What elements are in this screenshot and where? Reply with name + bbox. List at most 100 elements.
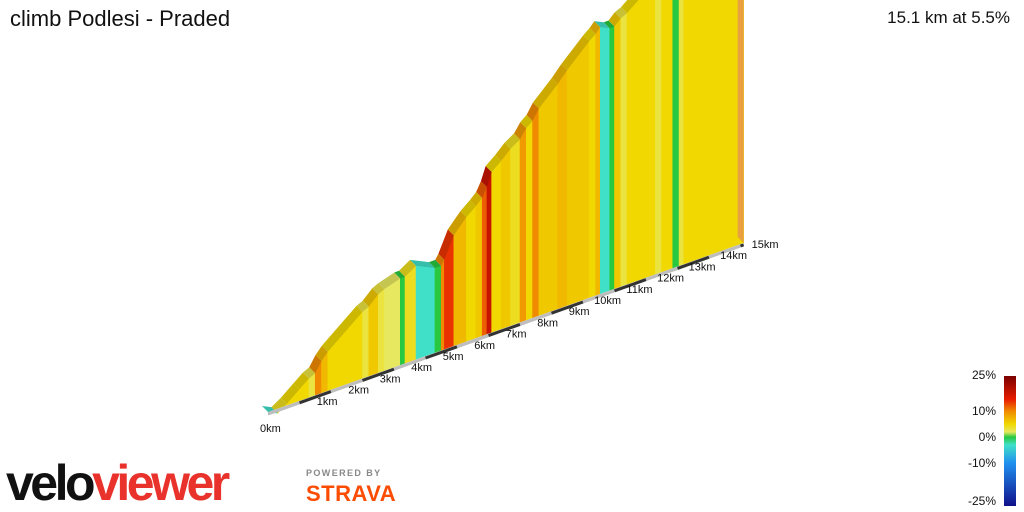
profile-segment [519, 127, 527, 323]
powered-by-strava[interactable]: POWERED BY STRAVA [306, 468, 426, 508]
profile-segment-top [394, 270, 406, 279]
profile-segment [620, 12, 628, 287]
profile-segment [486, 171, 492, 335]
profile-segment-top [485, 155, 502, 172]
axis-km-band [456, 334, 490, 349]
profile-segment-top [495, 142, 511, 162]
profile-segment-top [583, 28, 596, 42]
profile-segment-top [378, 272, 401, 290]
profile-segment [661, 0, 674, 273]
profile-segment [404, 265, 417, 364]
profile-segment-top [280, 383, 300, 404]
legend-tick: 0% [978, 430, 996, 444]
axis-km-band [550, 300, 584, 315]
x-tick-label: 10km [594, 295, 621, 307]
legend-tick: -10% [967, 456, 996, 470]
legend-tick: 25% [971, 368, 996, 382]
x-tick-label: 2km [348, 385, 369, 397]
axis-km-band [330, 378, 364, 394]
profile-segments [267, 0, 744, 414]
profile-segment [415, 265, 436, 360]
profile-segment-top [532, 77, 558, 109]
profile-segment [500, 147, 511, 330]
x-tick-label: 8km [537, 317, 558, 329]
x-tick-label: 4km [411, 362, 432, 374]
profile-segment [384, 277, 401, 371]
profile-segment-top [594, 21, 610, 29]
profile-segment-top [476, 181, 487, 198]
x-tick-label: 12km [657, 273, 684, 285]
x-tick-label: 13km [689, 261, 716, 273]
profile-segment-top [621, 0, 639, 14]
logo-viewer: viewer [92, 455, 230, 511]
profile-segment-top [614, 7, 628, 19]
profile-segment [475, 196, 483, 339]
distance-axis [267, 242, 745, 416]
x-tick-label: 9km [569, 306, 590, 318]
logo-velo: velo [6, 455, 94, 511]
axis-km-band [298, 390, 332, 405]
profile-segment [440, 259, 445, 351]
profile-segment [434, 265, 442, 354]
axis-km-band [487, 322, 521, 338]
distance-tick-labels: 0km 1km 2km 3km 4km 5km 6km 7km 8km 9km 10km 11km 12… [260, 239, 779, 435]
profile-segment [609, 26, 615, 291]
profile-segment [466, 205, 477, 342]
profile-segment-top [428, 259, 442, 269]
x-tick-label: 1km [317, 396, 338, 408]
profile-segment-top [460, 200, 476, 217]
profile-segment [600, 26, 611, 295]
gradient-color-bar [1004, 376, 1016, 506]
strava-logo: STRAVA [306, 481, 397, 506]
profile-segment-top [315, 345, 328, 361]
profile-segment-top [309, 354, 322, 374]
axis-km-band [676, 255, 710, 270]
profile-segment-top [410, 259, 435, 269]
profile-segment-top [514, 122, 527, 140]
profile-segment-top [438, 229, 454, 260]
x-tick-label: 14km [720, 250, 747, 262]
profile-segment [683, 0, 744, 265]
axis-km-band [519, 311, 553, 326]
legend-tick: 10% [971, 404, 996, 418]
profile-end-cap [737, 0, 744, 243]
svg-text:veloviewer: veloviewer [6, 455, 230, 511]
profile-segment-top [271, 397, 287, 414]
profile-segment [453, 215, 467, 347]
profile-segment [566, 40, 590, 307]
profile-segment-top [526, 102, 539, 121]
powered-by-label: POWERED BY [306, 468, 382, 478]
axis-km-band [361, 367, 395, 382]
profile-segment [678, 0, 685, 267]
x-tick-label: 5km [443, 351, 464, 363]
axis-km-band [645, 266, 679, 282]
x-tick-label: 15km [752, 239, 779, 251]
profile-segment-top [321, 305, 363, 352]
legend-tick: -25% [967, 494, 996, 508]
x-tick-label: 0km [260, 423, 281, 435]
profile-segment-top [399, 259, 417, 277]
profile-segment [655, 0, 663, 275]
profile-segment [595, 26, 601, 296]
gradient-legend: 25% 10% 0% -10% -25% [950, 368, 1024, 512]
profile-segment [377, 288, 385, 374]
profile-segment [588, 33, 596, 299]
profile-segment [481, 187, 488, 337]
profile-segment-top [293, 372, 309, 390]
climb-stats: 15.1 km at 5.5% [887, 8, 1010, 27]
x-tick-label: 6km [474, 340, 495, 352]
axis-km-band [393, 356, 427, 371]
profile-segment-top [520, 114, 533, 129]
profile-segment-top [551, 64, 568, 84]
profile-segment-top [372, 283, 385, 295]
profile-segment-top [469, 191, 483, 207]
profile-segment [626, 0, 656, 285]
x-tick-label: 11km [626, 284, 652, 296]
profile-segment-top [608, 12, 621, 27]
profile-segment [399, 276, 406, 366]
veloviewer-logo[interactable]: veloviewer [6, 452, 296, 512]
profile-segment-top [447, 210, 467, 236]
profile-segment-top [356, 300, 369, 312]
axis-km-band [582, 289, 616, 304]
profile-segment [532, 108, 540, 319]
